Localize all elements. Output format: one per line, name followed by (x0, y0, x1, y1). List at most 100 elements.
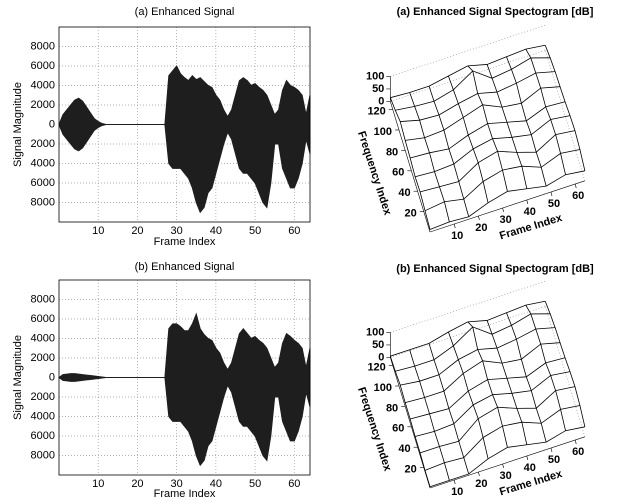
surface-column (467, 65, 508, 192)
y-tick-label: 4000 (31, 410, 55, 422)
tick-mark (574, 183, 577, 189)
surface-row (415, 371, 571, 437)
x-tick-label: 10 (92, 478, 104, 490)
x-tick-label: 50 (548, 454, 560, 466)
z-tick-label: 50 (372, 83, 384, 95)
y-tick-label: 6000 (31, 60, 55, 72)
surface-row (395, 313, 551, 372)
x-tick-label: 40 (524, 462, 536, 474)
tick-mark (453, 223, 456, 229)
axes-frame (58, 26, 311, 223)
y-tick-label: 40 (398, 443, 410, 455)
x-tick-label: 40 (210, 478, 222, 490)
chart-title: (b) Enhanced Signal Spectogram [dB] (396, 263, 594, 275)
axis-line (390, 101, 431, 233)
y-tick-label: 4000 (31, 157, 55, 169)
y-tick-label: 8000 (31, 40, 55, 52)
surface-column (389, 356, 431, 487)
surface-column (486, 64, 528, 189)
y-axis-label: Signal Magnitude (12, 82, 24, 167)
box-edge (390, 24, 546, 77)
surface-row (400, 327, 556, 386)
surface-column (409, 349, 450, 481)
axis-line (429, 436, 585, 489)
y-axis-label: Signal Magnitude (12, 335, 24, 420)
x-tick-label: 10 (92, 225, 104, 237)
axis-line (429, 180, 585, 233)
x-tick-label: 40 (524, 206, 536, 218)
y-tick-label: 80 (386, 402, 398, 414)
x-tick-label: 40 (210, 225, 222, 237)
surface-row (390, 300, 546, 357)
x-tick-label: 20 (475, 478, 487, 490)
y-tick-label: 60 (392, 167, 404, 179)
surface-column (428, 86, 470, 217)
x-tick-label: 20 (131, 478, 143, 490)
x-tick-label: 20 (131, 225, 143, 237)
chart-title: (a) Enhanced Signal (135, 6, 235, 18)
y-axis-label: Frequency Index (355, 130, 394, 218)
tick-mark (526, 455, 529, 461)
surface-column (389, 97, 431, 230)
tick-mark (453, 479, 456, 485)
surface-row (415, 115, 571, 178)
y-tick-label: 20 (405, 208, 417, 220)
surface-row (405, 342, 561, 404)
tick-mark (574, 439, 577, 445)
surface-column (448, 75, 489, 203)
y-tick-label: 4000 (31, 79, 55, 91)
surface-row (410, 101, 566, 159)
surface-row (390, 44, 546, 99)
y-tick-label: 2000 (31, 99, 55, 111)
y-tick-label: 6000 (31, 177, 55, 189)
z-tick-label: 0 (378, 351, 384, 363)
box-edge (390, 280, 546, 333)
x-tick-label: 10 (451, 230, 463, 242)
tick-mark (526, 199, 529, 205)
surface-row (419, 386, 576, 454)
surface-column (525, 304, 566, 431)
y-tick-label: 8000 (31, 196, 55, 208)
x-tick-label: 60 (572, 446, 584, 458)
y-tick-label: 2000 (31, 352, 55, 364)
surface-column (409, 92, 450, 222)
y-tick-label: 6000 (31, 430, 55, 442)
tick-mark (502, 207, 504, 213)
surface-column (544, 45, 586, 171)
y-tick-label: 8000 (31, 293, 55, 305)
axis-line (390, 357, 431, 489)
x-tick-label: 50 (249, 478, 261, 490)
x-tick-label: 50 (249, 225, 261, 237)
y-tick-label: 120 (367, 106, 385, 118)
y-tick-label: 0 (49, 118, 55, 130)
surface-row (400, 71, 556, 122)
y-axis-label: Frequency Index (355, 386, 394, 474)
z-tick-label: 0 (378, 95, 384, 107)
tick-mark (478, 215, 480, 221)
surface-column (506, 312, 547, 443)
box-edge (544, 50, 586, 181)
y-tick-label: 60 (392, 423, 404, 435)
x-tick-label: 60 (572, 190, 584, 202)
x-tick-label: 20 (475, 222, 487, 234)
x-tick-label: 10 (451, 486, 463, 498)
surface-column (467, 321, 508, 448)
x-tick-label: 30 (499, 470, 511, 482)
y-tick-label: 80 (386, 146, 398, 158)
tick-mark (502, 463, 504, 469)
surface-column (525, 48, 566, 175)
chart-title: (a) Enhanced Signal Spectogram [dB] (397, 6, 594, 18)
chart-title: (b) Enhanced Signal (135, 261, 235, 273)
y-tick-label: 6000 (31, 313, 55, 325)
surface-column (428, 343, 470, 475)
y-tick-label: 2000 (31, 391, 55, 403)
x-tick-label: 50 (548, 198, 560, 210)
y-tick-label: 120 (367, 362, 385, 374)
surface-column (506, 56, 547, 187)
x-tick-label: 30 (171, 478, 183, 490)
surface-row (410, 357, 566, 420)
y-tick-label: 40 (398, 187, 410, 199)
y-tick-label: 8000 (31, 449, 55, 461)
x-tick-label: 60 (288, 478, 300, 490)
axes-frame (58, 279, 311, 476)
